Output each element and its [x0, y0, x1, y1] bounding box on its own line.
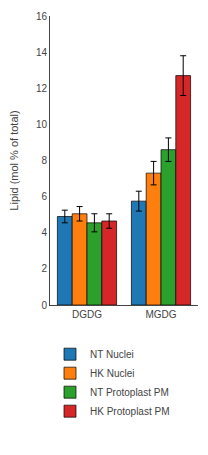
- svg-text:HK Protoplast PM: HK Protoplast PM: [90, 406, 169, 417]
- svg-text:14: 14: [36, 47, 48, 58]
- svg-text:10: 10: [36, 119, 48, 130]
- svg-text:2: 2: [41, 263, 47, 274]
- svg-text:NT Nuclei: NT Nuclei: [90, 349, 134, 360]
- svg-text:6: 6: [41, 191, 47, 202]
- svg-text:8: 8: [41, 155, 47, 166]
- svg-text:HK Nuclei: HK Nuclei: [90, 368, 134, 379]
- svg-text:NT Protoplast PM: NT Protoplast PM: [90, 387, 169, 398]
- svg-text:12: 12: [36, 83, 48, 94]
- svg-text:Lipid (mol % of total): Lipid (mol % of total): [8, 110, 20, 210]
- svg-text:4: 4: [41, 227, 47, 238]
- svg-text:0: 0: [41, 300, 47, 311]
- svg-text:16: 16: [36, 11, 48, 22]
- svg-text:DGDG: DGDG: [72, 309, 102, 320]
- svg-text:MGDG: MGDG: [145, 309, 176, 320]
